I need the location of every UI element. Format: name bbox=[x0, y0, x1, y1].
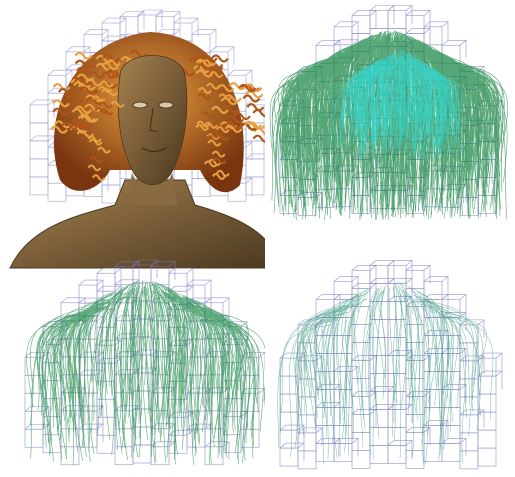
hair-strands-sparse bbox=[277, 281, 494, 465]
mouth bbox=[141, 147, 167, 153]
medium-strands-image bbox=[24, 259, 265, 466]
rendered-head-image bbox=[9, 9, 265, 269]
left-eye bbox=[132, 101, 148, 109]
right-eye bbox=[158, 101, 174, 109]
hair-strands-dense bbox=[269, 30, 509, 221]
face bbox=[117, 55, 188, 186]
hair-strands-core bbox=[331, 50, 462, 161]
panel-dense-strands bbox=[265, 0, 515, 240]
dense-strands-image bbox=[269, 5, 509, 221]
panel-rendered-head bbox=[0, 0, 265, 275]
hair-strands-medium bbox=[26, 280, 265, 465]
shoulders bbox=[9, 179, 265, 269]
neck bbox=[128, 172, 178, 205]
nose bbox=[149, 107, 158, 133]
panel-medium-strands bbox=[0, 255, 265, 477]
hair-front-curls bbox=[83, 59, 233, 182]
sparse-strands-image bbox=[277, 260, 503, 470]
panel-sparse-strands bbox=[265, 255, 515, 477]
